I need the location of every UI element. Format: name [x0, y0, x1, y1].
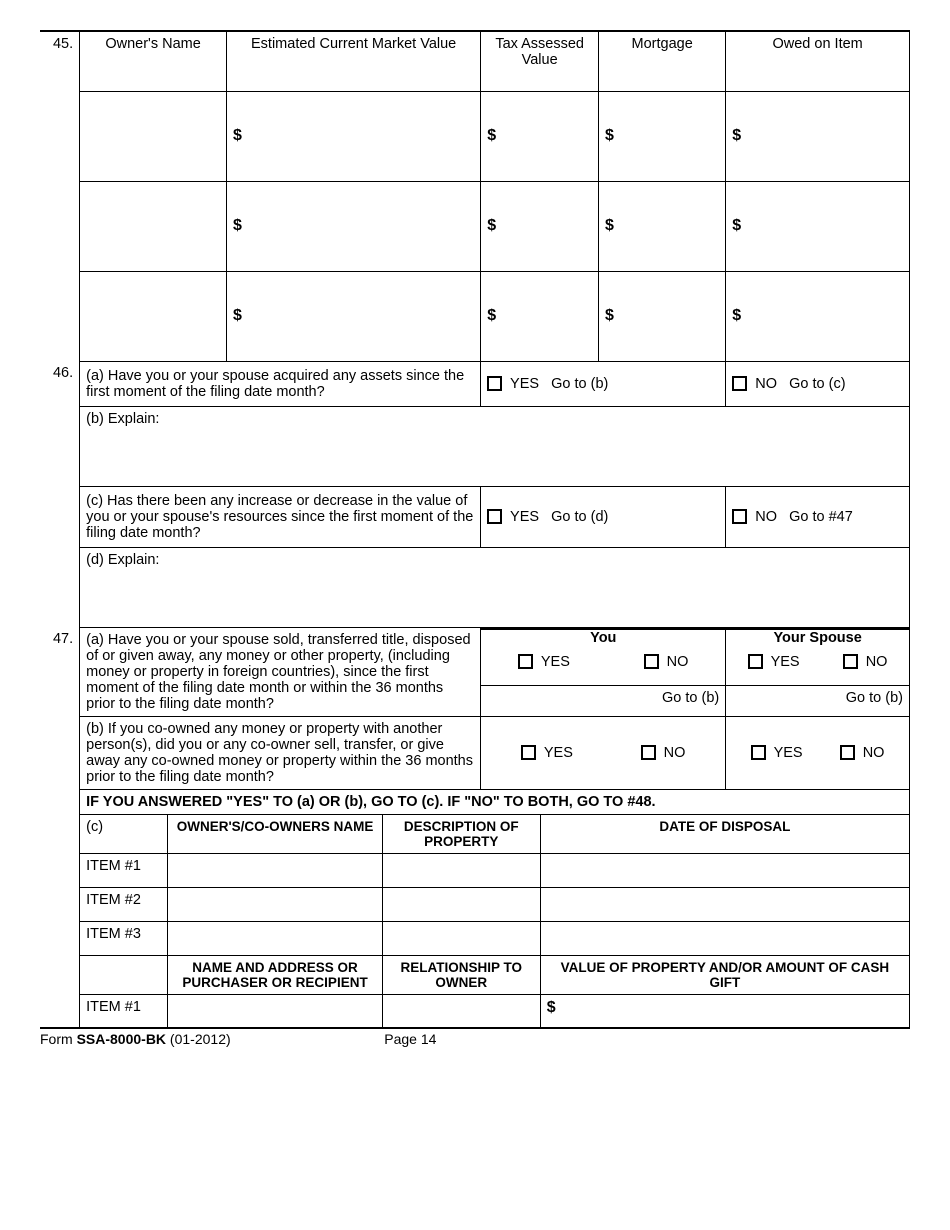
q45-r3-owed[interactable]: $ — [726, 271, 910, 361]
q45-r2-market[interactable]: $ — [227, 181, 481, 271]
q47-c-item2-desc[interactable] — [382, 887, 540, 921]
q47-c-item1-date[interactable] — [540, 853, 909, 887]
q47-a-you-goto: Go to (b) — [481, 686, 726, 716]
q47-a-spouse-no-checkbox[interactable] — [843, 654, 858, 669]
q45-header-owed: Owed on Item — [726, 31, 910, 91]
q47-c2-item1-rel[interactable] — [382, 994, 540, 1028]
q47-c-item2-owner[interactable] — [168, 887, 382, 921]
q46-a-no-goto: Go to (c) — [789, 376, 845, 392]
q47-a-spouse-yes-checkbox[interactable] — [748, 654, 763, 669]
q47-b-you-yes-checkbox[interactable] — [521, 745, 536, 760]
q45-r2-mortgage[interactable]: $ — [599, 181, 726, 271]
q47-c-item1: ITEM #1 — [80, 853, 168, 887]
q46-b-explain[interactable]: (b) Explain: — [80, 406, 910, 486]
q47-b-you-cell: YES NO — [481, 716, 726, 789]
q47-number: 47. — [40, 627, 80, 686]
q46-c-yes-checkbox[interactable] — [487, 509, 502, 524]
q46-a-no-checkbox[interactable] — [732, 376, 747, 391]
q45-r3-market[interactable]: $ — [227, 271, 481, 361]
q46-c-text: (c) Has there been any increase or decre… — [80, 486, 481, 547]
q47-b-spouse-no-checkbox[interactable] — [840, 745, 855, 760]
q47-c-h1-owner: OWNER'S/CO-OWNERS NAME — [168, 814, 382, 853]
q47-c-item3-owner[interactable] — [168, 921, 382, 955]
q45-r3-tax[interactable]: $ — [481, 271, 599, 361]
q45-r1-market[interactable]: $ — [227, 91, 481, 181]
q46-d-explain[interactable]: (d) Explain: — [80, 547, 910, 627]
q47-spouse-header: Your Spouse — [726, 628, 909, 648]
q46-a-yes-label: YES — [510, 376, 539, 392]
q46-a-yes-checkbox[interactable] — [487, 376, 502, 391]
form-table: 45. Owner's Name Estimated Current Marke… — [40, 30, 910, 1029]
q46-a-text: (a) Have you or your spouse acquired any… — [80, 361, 481, 406]
q46-c-no-goto: Go to #47 — [789, 509, 853, 525]
q47-b-spouse-yes-checkbox[interactable] — [751, 745, 766, 760]
q45-number: 45. — [40, 31, 80, 361]
q46-a-no-cell: NO Go to (c) — [726, 361, 910, 406]
q47-c-h2-rel: RELATIONSHIP TO OWNER — [382, 955, 540, 994]
q45-r3-mortgage[interactable]: $ — [599, 271, 726, 361]
q46-c-no-label: NO — [755, 509, 777, 525]
q47-c2-item1-value[interactable]: $ — [540, 994, 909, 1028]
q45-header-owner: Owner's Name — [80, 31, 227, 91]
q45-header-mortgage: Mortgage — [599, 31, 726, 91]
q47-c-h1-date: DATE OF DISPOSAL — [540, 814, 909, 853]
q47-c-item3: ITEM #3 — [80, 921, 168, 955]
q47-b-spouse-cell: YES NO — [726, 716, 910, 789]
q45-r2-tax[interactable]: $ — [481, 181, 599, 271]
q46-a-no-label: NO — [755, 376, 777, 392]
q47-c-h2-name: NAME AND ADDRESS OR PURCHASER OR RECIPIE… — [168, 955, 382, 994]
q46-a-yes-cell: YES Go to (b) — [481, 361, 726, 406]
q45-r1-tax[interactable]: $ — [481, 91, 599, 181]
q47-b-you-no-checkbox[interactable] — [641, 745, 656, 760]
q47-a-you-yes-checkbox[interactable] — [518, 654, 533, 669]
q45-header-market: Estimated Current Market Value — [227, 31, 481, 91]
q46-c-no-cell: NO Go to #47 — [726, 486, 910, 547]
q46-number: 46. — [40, 361, 80, 406]
q46-c-yes-cell: YES Go to (d) — [481, 486, 726, 547]
q47-c-h2-value: VALUE OF PROPERTY AND/OR AMOUNT OF CASH … — [540, 955, 909, 994]
q47-instruction: IF YOU ANSWERED "YES" TO (a) OR (b), GO … — [80, 789, 910, 814]
q47-c-item2: ITEM #2 — [80, 887, 168, 921]
q47-b-text: (b) If you co-owned any money or propert… — [80, 716, 481, 789]
q47-a-text: (a) Have you or your spouse sold, transf… — [80, 627, 481, 716]
page-number: Page 14 — [384, 1031, 436, 1047]
q46-c-no-checkbox[interactable] — [732, 509, 747, 524]
q45-r1-owner[interactable] — [80, 91, 227, 181]
q47-a-you-cell: You YES NO — [481, 627, 726, 686]
q46-c-yes-goto: Go to (d) — [551, 509, 608, 525]
page-footer: Form SSA-8000-BK (01-2012) Page 14 — [40, 1029, 910, 1047]
q47-c-item1-desc[interactable] — [382, 853, 540, 887]
q45-r2-owed[interactable]: $ — [726, 181, 910, 271]
q47-c-item3-date[interactable] — [540, 921, 909, 955]
q47-a-you-no-checkbox[interactable] — [644, 654, 659, 669]
q47-c-h1-desc: DESCRIPTION OF PROPERTY — [382, 814, 540, 853]
q47-c-item1-owner[interactable] — [168, 853, 382, 887]
q45-r2-owner[interactable] — [80, 181, 227, 271]
q47-you-header: You — [481, 628, 725, 648]
q45-r1-owed[interactable]: $ — [726, 91, 910, 181]
q47-c-item3-desc[interactable] — [382, 921, 540, 955]
q47-a-spouse-cell: Your Spouse YES NO — [726, 627, 910, 686]
q46-c-yes-label: YES — [510, 509, 539, 525]
q47-c2-item1: ITEM #1 — [80, 994, 168, 1028]
q45-r3-owner[interactable] — [80, 271, 227, 361]
q47-c2-item1-name[interactable] — [168, 994, 382, 1028]
q46-a-yes-goto: Go to (b) — [551, 376, 608, 392]
q45-r1-mortgage[interactable]: $ — [599, 91, 726, 181]
q47-a-spouse-goto: Go to (b) — [726, 686, 910, 716]
q47-c-label: (c) — [80, 814, 168, 853]
q45-header-tax: Tax Assessed Value — [481, 31, 599, 91]
form-id: Form SSA-8000-BK (01-2012) — [40, 1031, 231, 1047]
q47-c-item2-date[interactable] — [540, 887, 909, 921]
